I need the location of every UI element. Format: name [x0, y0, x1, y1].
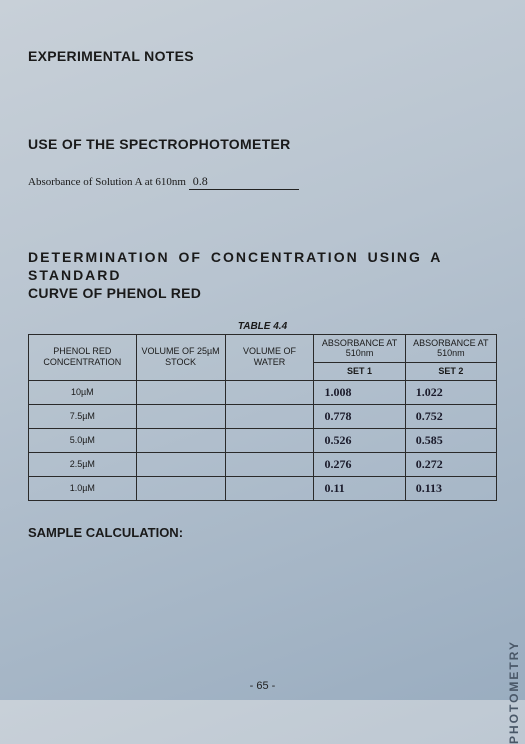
table-cell: [136, 476, 225, 500]
table-cell: [225, 380, 314, 404]
table-row: 10µM 1.0081.022: [29, 380, 497, 404]
col-concentration: PHENOL RED CONCENTRATION: [29, 334, 137, 380]
table-cell: 1.0µM: [29, 476, 137, 500]
table-cell: 0.585: [405, 428, 496, 452]
col-vol-water: VOLUME OF WATER: [225, 334, 314, 380]
determination-line2: CURVE OF PHENOL RED: [28, 284, 497, 302]
table-cell: 0.11: [314, 476, 405, 500]
table-cell: 1.022: [405, 380, 496, 404]
side-label-photometry: PHOTOMETRY: [507, 640, 521, 744]
table-cell: [136, 404, 225, 428]
table-cell: 0.276: [314, 452, 405, 476]
table-cell: 5.0µM: [29, 428, 137, 452]
table-cell: 0.778: [314, 404, 405, 428]
table-cell: 0.113: [405, 476, 496, 500]
col-abs-set2: ABSORBANCE AT 510nm: [405, 334, 496, 363]
table-row: 7.5µM 0.7780.752: [29, 404, 497, 428]
table-cell: [136, 428, 225, 452]
determination-line1: DETERMINATION OF CONCENTRATION USING A S…: [28, 248, 497, 284]
absorbance-line: Absorbance of Solution A at 610nm 0.8: [28, 174, 497, 190]
table-label: TABLE 4.4: [28, 321, 497, 332]
table-cell: 0.526: [314, 428, 405, 452]
heading-sample-calc: SAMPLE CALCULATION:: [28, 525, 497, 540]
table-cell: 10µM: [29, 380, 137, 404]
table-cell: [225, 476, 314, 500]
col-vol-stock: VOLUME OF 25µM STOCK: [136, 334, 225, 380]
table-row: 5.0µM 0.5260.585: [29, 428, 497, 452]
table-body: 10µM1.0081.0227.5µM0.7780.7525.0µM0.5260…: [29, 380, 497, 500]
table-cell: 0.752: [405, 404, 496, 428]
absorbance-label: Absorbance of Solution A at 610nm: [28, 176, 186, 188]
col-abs-set1: ABSORBANCE AT 510nm: [314, 334, 405, 363]
col-set1: SET 1: [314, 363, 405, 381]
table-row: 2.5µM 0.2760.272: [29, 452, 497, 476]
table-cell: [136, 452, 225, 476]
table-header-row: PHENOL RED CONCENTRATION VOLUME OF 25µM …: [29, 334, 497, 363]
page-number: - 65 -: [0, 680, 525, 692]
table-cell: 0.272: [405, 452, 496, 476]
heading-experimental-notes: EXPERIMENTAL NOTES: [28, 48, 497, 64]
table-cell: [136, 380, 225, 404]
heading-determination: DETERMINATION OF CONCENTRATION USING A S…: [28, 248, 497, 303]
col-set2: SET 2: [405, 363, 496, 381]
heading-use-spectro: USE OF THE SPECTROPHOTOMETER: [28, 136, 497, 152]
table-cell: [225, 428, 314, 452]
table-row: 1.0µM 0.110.113: [29, 476, 497, 500]
data-table: PHENOL RED CONCENTRATION VOLUME OF 25µM …: [28, 334, 497, 501]
table-cell: 7.5µM: [29, 404, 137, 428]
table-cell: 1.008: [314, 380, 405, 404]
table-cell: [225, 404, 314, 428]
table-cell: 2.5µM: [29, 452, 137, 476]
table-cell: [225, 452, 314, 476]
absorbance-value: 0.8: [189, 174, 299, 190]
